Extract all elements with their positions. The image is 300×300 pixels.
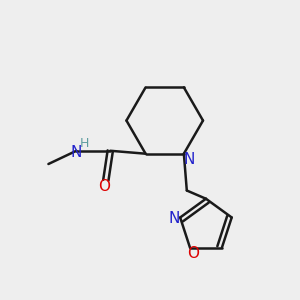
Text: O: O xyxy=(98,178,110,194)
Text: N: N xyxy=(168,212,179,226)
Text: N: N xyxy=(184,152,195,166)
Text: O: O xyxy=(187,246,199,261)
Text: H: H xyxy=(80,137,89,150)
Text: N: N xyxy=(71,145,82,160)
